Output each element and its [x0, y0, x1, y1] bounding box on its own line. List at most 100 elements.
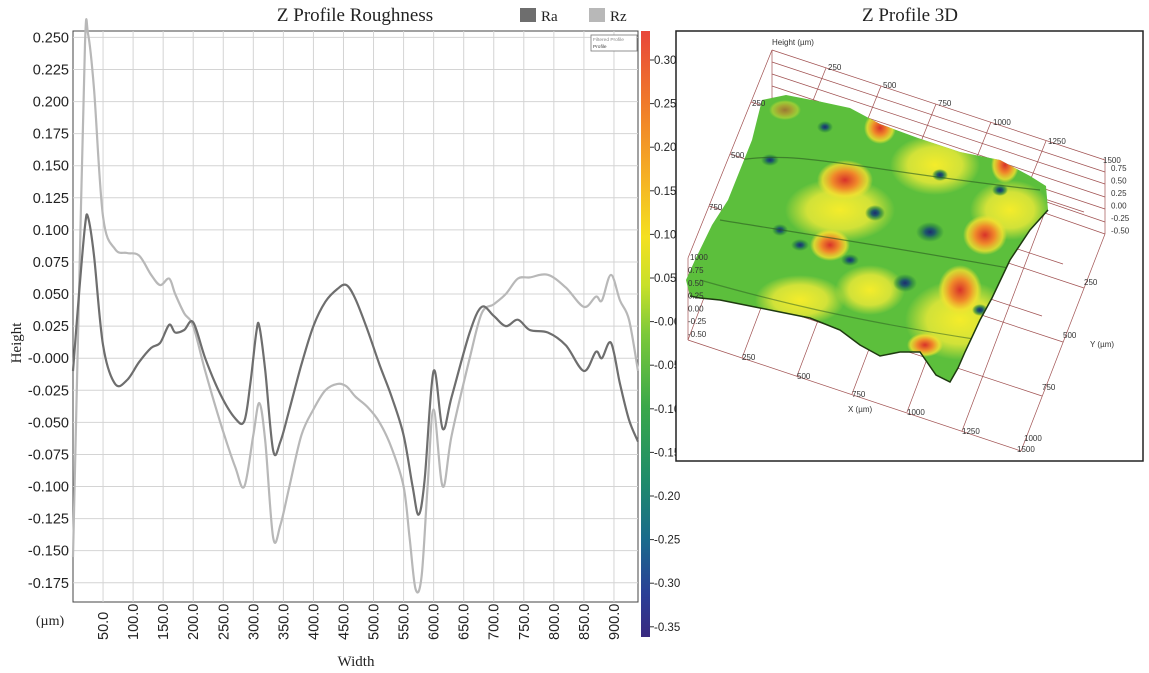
y-tick-labels: 0.250 0.225 0.200 0.175 0.150 0.125 0.100 0.075…	[28, 30, 69, 591]
surface-pit	[865, 205, 885, 221]
y-tick-label: -0.100	[28, 480, 69, 496]
surface-peak	[938, 265, 982, 315]
x-tick-label: 350.0	[276, 604, 292, 640]
x-tick-label: 100.0	[126, 604, 142, 640]
y3d-tick-label: 250	[1084, 278, 1098, 287]
x-tick-label: 450.0	[336, 604, 352, 640]
x-tick-label: 200.0	[186, 604, 202, 640]
x-tick-label: 700.0	[487, 604, 503, 640]
colorbar-tick-label: -0.35	[654, 622, 680, 634]
surface-front-edge	[689, 209, 1049, 383]
z-tick-label: -0.50	[1111, 227, 1130, 236]
surface-highlight	[835, 265, 905, 315]
x-tick-label: 500.0	[367, 604, 383, 640]
y-tick-label: 0.150	[33, 159, 69, 175]
colorbar-tick-label: 0.05	[654, 273, 676, 285]
top-tick-label: 1000	[993, 118, 1011, 127]
surface-peak	[817, 160, 873, 200]
y-tick-label: -0.050	[28, 415, 69, 431]
surface-pit	[893, 274, 917, 292]
legend-swatch-rz	[589, 8, 605, 22]
x3d-tick-label: 250	[742, 353, 756, 362]
y-tick-label: 0.175	[33, 127, 69, 143]
left-tick-label: 250	[752, 99, 766, 108]
colorbar-tick-label: -0.10	[654, 404, 680, 416]
surface-peak	[769, 100, 801, 120]
colorbar-tick-label: -0.15	[654, 447, 680, 459]
y-tick-label: 0.250	[33, 30, 69, 46]
y3d-tick-label: 1000	[1024, 434, 1042, 443]
y-tick-label: -0.150	[28, 544, 69, 560]
x3d-axis-label: X (µm)	[848, 405, 872, 414]
x-tick-label: 400.0	[306, 604, 322, 640]
x-tick-label: 800.0	[547, 604, 563, 640]
x-tick-label: 850.0	[577, 604, 593, 640]
left-z-tick-label: 0.75	[688, 266, 704, 275]
x3d-tick-label: 500	[797, 372, 811, 381]
inset-legend-profile: Profile	[593, 44, 607, 50]
left-z-tick-label: 0.25	[688, 292, 704, 301]
x3d-tick-label: 1000	[907, 408, 925, 417]
y3d-axis-label: Y (µm)	[1090, 340, 1114, 349]
y-tick-label: -0.175	[28, 576, 69, 592]
z-tick-label: 0.75	[1111, 164, 1127, 173]
surface-ridge	[699, 279, 981, 341]
legend: Ra Rz	[520, 8, 627, 25]
y-tick-label: -0.075	[28, 447, 69, 463]
series-layer	[71, 18, 640, 594]
y-tick-label: 0.225	[33, 62, 69, 78]
x-axis-unit: (µm)	[36, 614, 65, 629]
surface-peak	[810, 229, 850, 261]
z-tick-label: 0.25	[1111, 189, 1127, 198]
x-tick-label: 750.0	[517, 604, 533, 640]
x-tick-label: 650.0	[457, 604, 473, 640]
series-line-rz	[71, 18, 640, 594]
colorbar-tick-label: -0.30	[654, 578, 680, 590]
legend-label-rz: Rz	[610, 9, 627, 25]
y3d-tick-label: 500	[1063, 331, 1077, 340]
surface-pit	[916, 222, 944, 242]
left-chart-title: Z Profile Roughness	[277, 5, 433, 26]
colorbar	[641, 31, 650, 637]
surface-pit	[791, 239, 809, 251]
surface-pit	[817, 121, 833, 133]
colorbar-tick-label: -0.00	[654, 317, 680, 329]
surface-ridge	[739, 156, 1041, 191]
colorbar-tick-label: 0.20	[654, 142, 676, 154]
inset-legend-box	[590, 34, 638, 52]
y-tick-label: 0.025	[33, 319, 69, 335]
y-tick-label: -0.025	[28, 383, 69, 399]
colorbar-tick-label: -0.25	[654, 535, 680, 547]
x-tick-label: 600.0	[427, 604, 443, 640]
series-line-ra	[71, 213, 640, 516]
colorbar-tick-label: 0.15	[654, 186, 676, 198]
surface-ridge	[719, 219, 1021, 271]
left-z-tick-label: 0.00	[688, 304, 704, 313]
inset-legend: Filtered Profile Profile	[590, 34, 638, 52]
surface-plot-labels: Height (µm) 250 500 750 1000 1250 1500 250 500 75…	[688, 38, 1130, 454]
x3d-tick-label: 1250	[962, 427, 980, 436]
left-tick-label: 750	[709, 203, 723, 212]
x-tick-label: 900.0	[607, 604, 623, 640]
surface-peak	[907, 333, 943, 357]
y-axis-label: Height	[9, 322, 25, 364]
y-tick-label: 0.050	[33, 287, 69, 303]
surface-pit	[761, 154, 779, 166]
top-tick-label: 500	[883, 81, 897, 90]
x-tick-label: 300.0	[246, 604, 262, 640]
colorbar-tick-label: 0.25	[654, 99, 676, 111]
y-tick-label: -0.000	[28, 351, 69, 367]
colorbar-tick-label: -0.05	[654, 360, 680, 372]
surface-peak	[963, 215, 1007, 255]
y-tick-label: 0.100	[33, 223, 69, 239]
surface-pit	[932, 169, 948, 181]
z-tick-label: 0.00	[1111, 202, 1127, 211]
colorbar-tick-label: -0.20	[654, 491, 680, 503]
left-tick-label: 500	[731, 151, 745, 160]
top-tick-label: 1250	[1048, 137, 1066, 146]
colorbar-tick-label: 0.10	[654, 229, 676, 241]
legend-label-ra: Ra	[541, 9, 558, 25]
x3d-tick-label: 1500	[1017, 445, 1035, 454]
plot-frame	[72, 30, 639, 603]
height-axis-label: Height (µm)	[772, 38, 814, 47]
